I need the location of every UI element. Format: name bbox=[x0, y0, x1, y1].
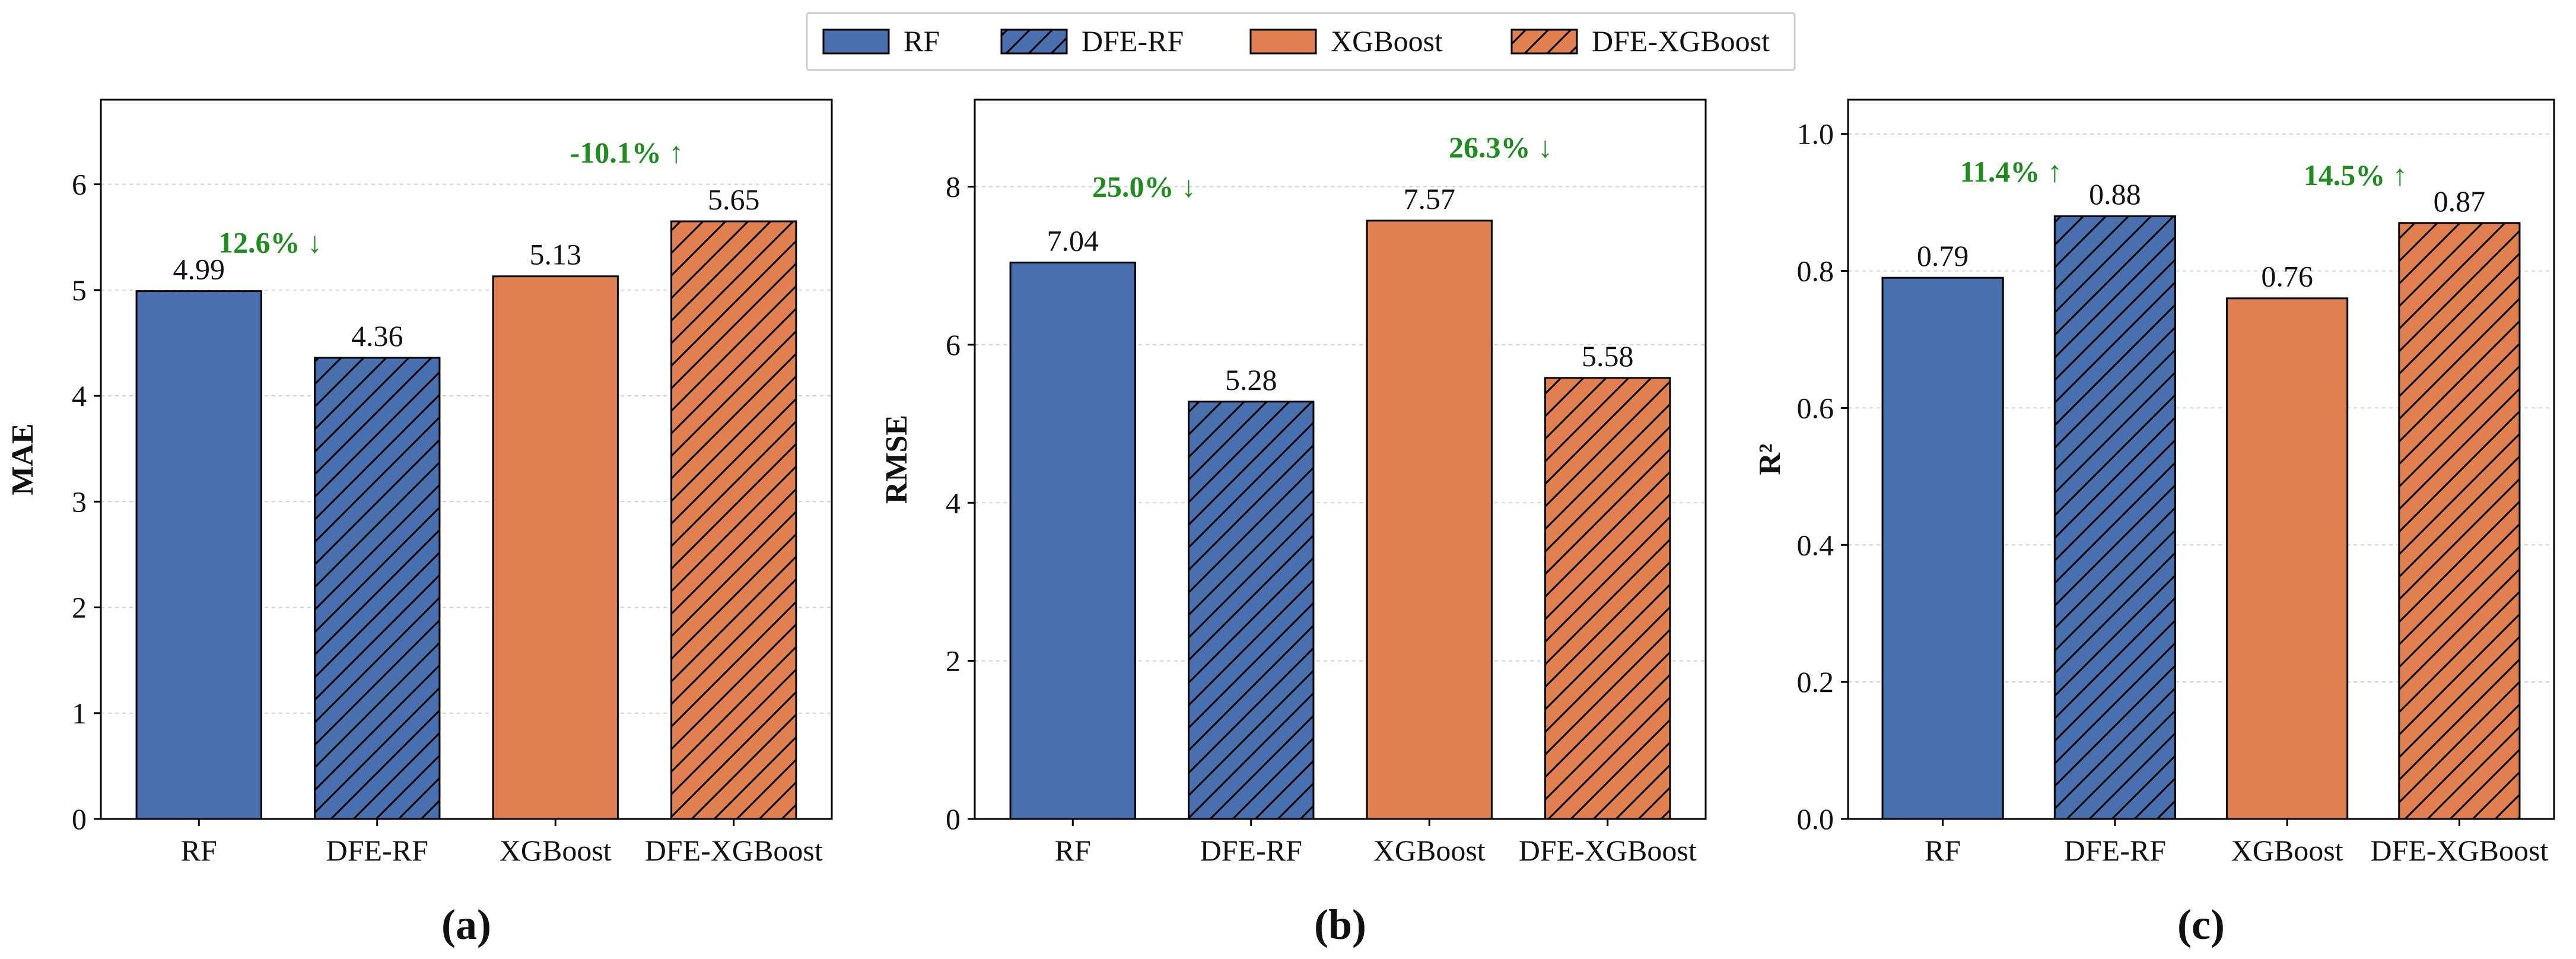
plot-frame bbox=[100, 99, 833, 820]
bar-dfe-rf bbox=[2053, 215, 2176, 820]
chart-panel-c: 0.79 RF 0.88 DFE-RF 0.76 XGBoost 0.87 DFE-XGBoo… bbox=[1753, 99, 2555, 948]
data-label-dfe-xgboost: 5.65 bbox=[708, 183, 760, 216]
y-tick-label: 3 bbox=[72, 485, 87, 518]
y-tick-label: 0.6 bbox=[1797, 391, 1834, 424]
panel-label-c: (c) bbox=[2177, 901, 2225, 948]
y-tick-label: 0 bbox=[946, 802, 961, 836]
data-label-dfe-rf: 4.36 bbox=[351, 319, 403, 353]
improvement-annotation: 12.6% ↓ bbox=[218, 226, 322, 259]
data-label-rf: 4.99 bbox=[173, 253, 225, 286]
panel-label-b: (b) bbox=[1314, 901, 1366, 948]
bar-dfe-rf bbox=[314, 357, 441, 820]
y-axis-label: RMSE bbox=[880, 415, 914, 504]
improvement-annotation: 25.0% ↓ bbox=[1092, 170, 1196, 204]
improvement-annotation: -10.1% ↑ bbox=[570, 136, 684, 169]
y-tick-label: 2 bbox=[946, 644, 961, 678]
y-tick-label: 1 bbox=[72, 697, 87, 730]
x-tick-label-rf: RF bbox=[1925, 834, 1961, 867]
bar-xgboost bbox=[1366, 220, 1493, 820]
x-tick-label-dfe-xgboost: DFE-XGBoost bbox=[2370, 834, 2548, 867]
x-tick-label-dfe-xgboost: DFE-XGBoost bbox=[645, 834, 823, 867]
bar-xgboost bbox=[492, 275, 619, 820]
data-label-rf: 7.04 bbox=[1047, 224, 1099, 257]
legend-swatch-rf bbox=[822, 28, 890, 55]
y-tick-label: 0.2 bbox=[1797, 665, 1834, 698]
data-label-xgboost: 5.13 bbox=[529, 238, 581, 271]
y-tick-label: 2 bbox=[72, 591, 87, 624]
y-tick-label: 5 bbox=[72, 274, 87, 307]
x-tick-label-xgboost: XGBoost bbox=[1373, 834, 1486, 867]
plot-frame bbox=[974, 99, 1707, 820]
bar-rf bbox=[1881, 277, 2004, 820]
legend-label-xgboost: XGBoost bbox=[1331, 24, 1443, 58]
legend-label-rf: RF bbox=[904, 24, 940, 58]
legend-swatch-xgboost bbox=[1249, 28, 1317, 55]
data-label-xgboost: 0.76 bbox=[2261, 260, 2313, 293]
bar-rf bbox=[1009, 261, 1136, 820]
x-tick-label-dfe-rf: DFE-RF bbox=[2064, 834, 2166, 867]
data-label-dfe-xgboost: 0.87 bbox=[2434, 185, 2486, 218]
x-tick-label-dfe-rf: DFE-RF bbox=[1200, 834, 1302, 867]
bar-dfe-xgboost bbox=[670, 220, 797, 820]
y-tick-label: 4 bbox=[946, 486, 961, 519]
bar-dfe-xgboost bbox=[1544, 377, 1671, 820]
x-tick-label-xgboost: XGBoost bbox=[500, 834, 612, 867]
bar-dfe-xgboost bbox=[2398, 222, 2521, 820]
bar-rf bbox=[135, 290, 262, 820]
y-tick-label: 0.4 bbox=[1797, 528, 1834, 561]
legend-label-dfe-xgboost: DFE-XGBoost bbox=[1592, 24, 1770, 58]
y-tick-label: 4 bbox=[72, 379, 87, 412]
data-label-dfe-xgboost: 5.58 bbox=[1582, 339, 1634, 373]
data-label-dfe-rf: 5.28 bbox=[1225, 363, 1277, 396]
y-tick-label: 1.0 bbox=[1797, 118, 1834, 151]
improvement-annotation: 14.5% ↑ bbox=[2304, 158, 2408, 192]
x-tick-label-dfe-xgboost: DFE-XGBoost bbox=[1519, 834, 1697, 867]
legend-swatch-dfe-rf bbox=[1000, 28, 1068, 55]
y-tick-label: 0 bbox=[72, 802, 87, 836]
data-label-rf: 0.79 bbox=[1917, 239, 1969, 272]
chart-panel-a: 4.99 RF 4.36 DFE-RF 5.13 XGBoost 5.65 DFE-XGBoo… bbox=[6, 99, 833, 948]
y-tick-label: 8 bbox=[946, 170, 961, 204]
y-axis-label: MAE bbox=[6, 423, 40, 495]
x-tick-label-rf: RF bbox=[1055, 834, 1091, 867]
x-tick-label-rf: RF bbox=[181, 834, 217, 867]
panel-label-a: (a) bbox=[441, 901, 491, 948]
y-axis-label: R² bbox=[1753, 443, 1787, 475]
data-label-xgboost: 7.57 bbox=[1403, 182, 1455, 215]
legend: RF DFE-RF XGBoost DFE-XGBoost bbox=[806, 12, 1796, 71]
bar-dfe-rf bbox=[1188, 401, 1315, 820]
chart-panel-b: 7.04 RF 5.28 DFE-RF 7.57 XGBoost 5.58 DFE-XGBoo… bbox=[880, 99, 1707, 948]
legend-label-dfe-rf: DFE-RF bbox=[1082, 24, 1184, 58]
bar-xgboost bbox=[2226, 297, 2349, 820]
y-tick-label: 6 bbox=[946, 328, 961, 361]
y-tick-label: 0.0 bbox=[1797, 802, 1834, 836]
x-tick-label-dfe-rf: DFE-RF bbox=[326, 834, 428, 867]
x-tick-label-xgboost: XGBoost bbox=[2231, 834, 2343, 867]
y-tick-label: 6 bbox=[72, 168, 87, 201]
y-tick-label: 0.8 bbox=[1797, 255, 1834, 288]
improvement-annotation: 11.4% ↑ bbox=[1960, 155, 2062, 188]
data-label-dfe-rf: 0.88 bbox=[2089, 177, 2141, 211]
improvement-annotation: 26.3% ↓ bbox=[1449, 131, 1553, 164]
legend-swatch-dfe-xgboost bbox=[1510, 28, 1578, 55]
plot-frame bbox=[1847, 99, 2555, 820]
